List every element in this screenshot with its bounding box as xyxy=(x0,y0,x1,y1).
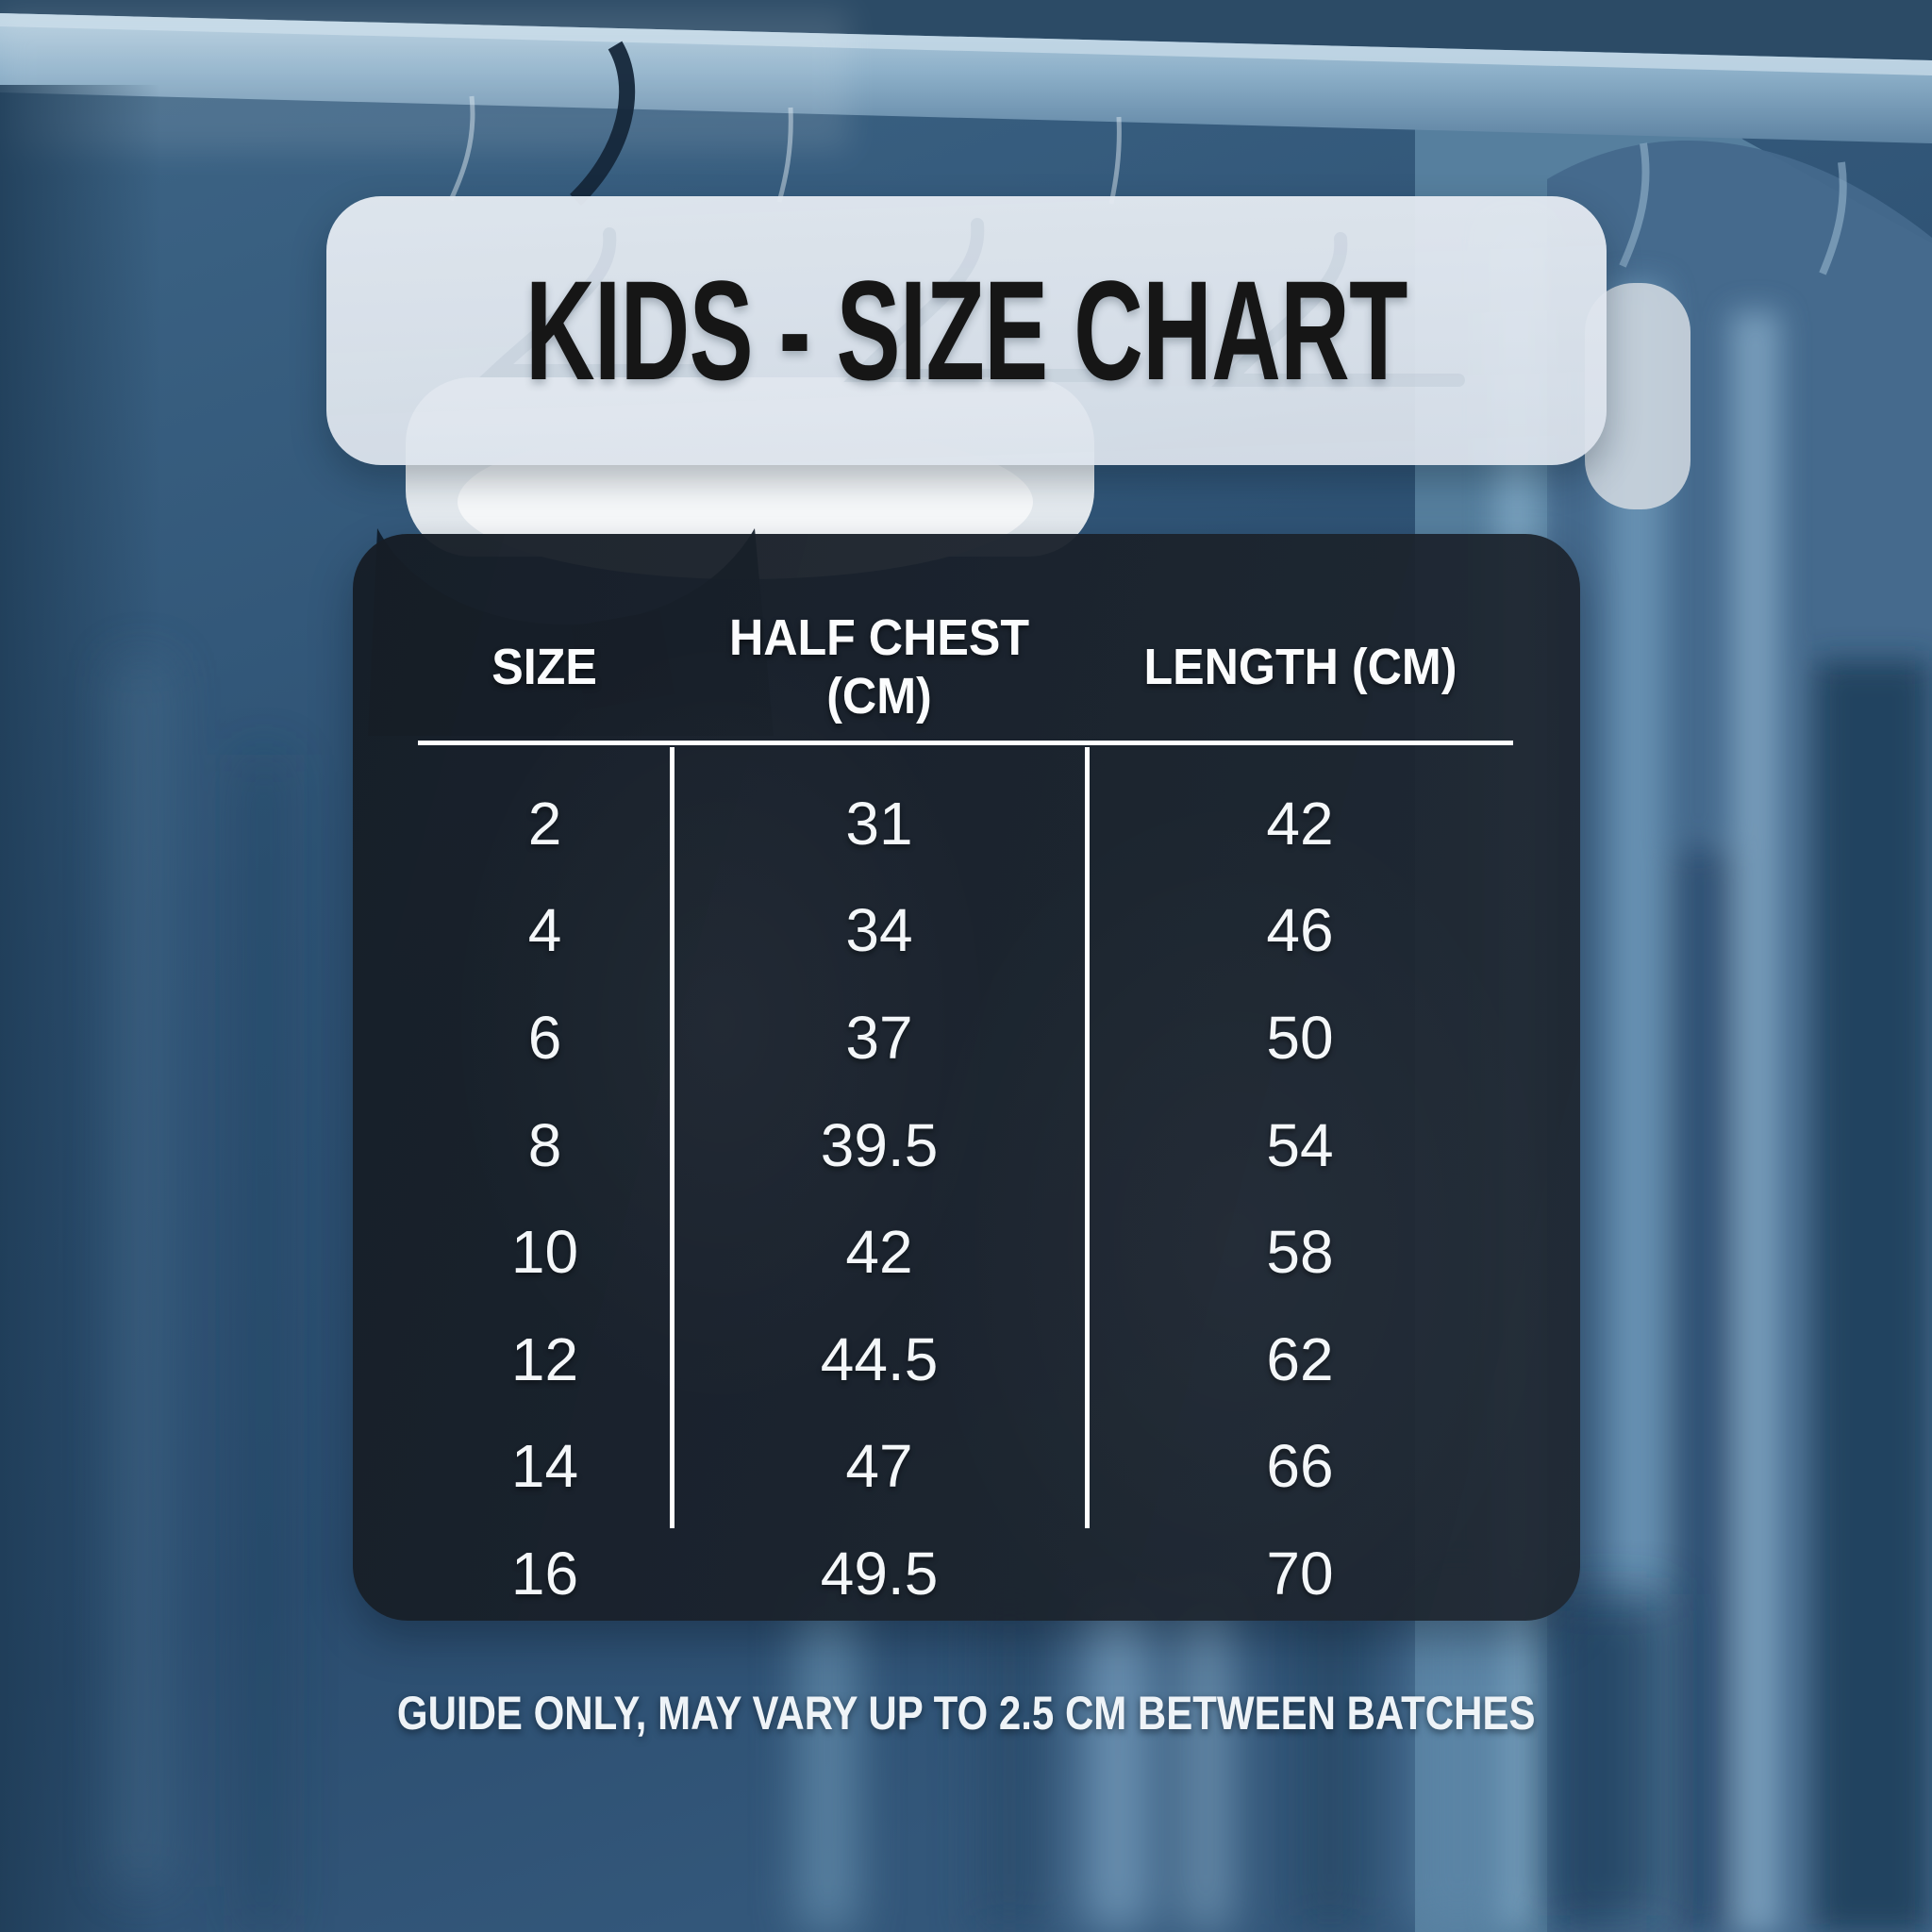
column-divider xyxy=(670,747,675,1528)
table-row: 6 37 50 xyxy=(418,984,1513,1091)
cell-half-chest: 42 xyxy=(845,1218,913,1287)
table-row: 12 44.5 62 xyxy=(418,1306,1513,1413)
cell-length: 46 xyxy=(1266,896,1334,965)
cell-length: 58 xyxy=(1266,1218,1334,1287)
cell-half-chest: 39.5 xyxy=(820,1110,939,1179)
cell-half-chest: 37 xyxy=(845,1003,913,1072)
footer-note-wrap: GUIDE ONLY, MAY VARY UP TO 2.5 CM BETWEE… xyxy=(0,1677,1932,1749)
column-header-length: LENGTH (CM) xyxy=(1143,639,1457,695)
table-row: 16 49.5 70 xyxy=(418,1520,1513,1627)
cell-size: 16 xyxy=(510,1539,579,1607)
cell-half-chest: 47 xyxy=(845,1432,913,1501)
cell-length: 62 xyxy=(1266,1324,1334,1393)
cell-length: 66 xyxy=(1266,1432,1334,1501)
table-row: 4 34 46 xyxy=(418,877,1513,985)
cell-length: 70 xyxy=(1266,1539,1334,1607)
dark-hanger-hook-icon xyxy=(570,41,636,207)
page-title: KIDS - SIZE CHART xyxy=(525,251,1407,409)
cell-size: 6 xyxy=(527,1003,562,1072)
column-header-size: SIZE xyxy=(491,639,598,695)
table-row: 14 47 66 xyxy=(418,1413,1513,1521)
table-body: 2 31 42 4 34 46 6 37 50 8 39.5 54 10 42 xyxy=(418,770,1513,1627)
cell-size: 12 xyxy=(510,1324,579,1393)
size-table-card: SIZE HALF CHEST (CM) LENGTH (CM) 2 31 42… xyxy=(353,534,1580,1621)
footer-note: GUIDE ONLY, MAY VARY UP TO 2.5 CM BETWEE… xyxy=(396,1687,1536,1740)
cell-length: 50 xyxy=(1266,1003,1334,1072)
cell-size: 4 xyxy=(527,896,562,965)
cell-length: 42 xyxy=(1266,789,1334,858)
header-underline xyxy=(418,741,1513,745)
ghost-hanger-silhouettes xyxy=(479,218,1465,387)
cell-size: 14 xyxy=(510,1432,579,1501)
table-row: 2 31 42 xyxy=(418,770,1513,877)
cell-half-chest: 44.5 xyxy=(820,1324,939,1393)
cell-size: 2 xyxy=(527,789,562,858)
cell-size: 8 xyxy=(527,1110,562,1179)
table-header-row: SIZE HALF CHEST (CM) LENGTH (CM) xyxy=(418,596,1513,738)
cell-half-chest: 34 xyxy=(845,896,913,965)
column-divider xyxy=(1085,747,1090,1528)
table-row: 10 42 58 xyxy=(418,1198,1513,1306)
column-header-half-chest: HALF CHEST (CM) xyxy=(728,609,1030,724)
cell-half-chest: 49.5 xyxy=(820,1539,939,1607)
cell-half-chest: 31 xyxy=(845,789,913,858)
cell-length: 54 xyxy=(1266,1110,1334,1179)
title-card: KIDS - SIZE CHART xyxy=(326,196,1607,465)
table-row: 8 39.5 54 xyxy=(418,1091,1513,1199)
cell-size: 10 xyxy=(510,1218,579,1287)
